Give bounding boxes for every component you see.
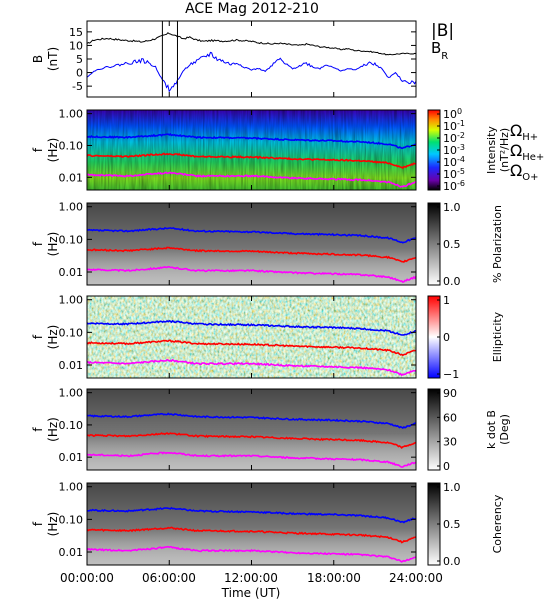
y-axis-unit: (Hz) [46,232,60,257]
colorbar-tick-label: 0 [443,331,450,344]
legend-label: ΩH+ [510,121,538,143]
gyrofrequency-He+ [86,526,417,544]
y-tick-label: 10 [69,39,83,52]
gyrofrequency-O+ [86,451,417,468]
spectrogram-texture [87,110,416,190]
y-tick-label: 0.10 [59,419,84,432]
colorbar-label: k dot B [485,410,498,449]
y-tick-label: 1.00 [59,201,84,214]
panel-polarization: 1.00 0.10 0.01 f (Hz) 1.0 0.5 0.0 % Polarization [31,201,504,288]
colorbar [427,388,441,471]
gyrofrequency-O+ [86,171,417,188]
panel-kdotb: 1.00 0.10 0.01 f (Hz) 90 60 30 0 k dot B (Deg) [31,387,511,473]
y-axis-unit: (nT) [46,47,60,71]
x-tick-label: 06:00:00 [142,571,196,585]
y-axis-unit: (Hz) [46,325,60,350]
gyrofrequency-O+ [87,358,417,377]
colorbar-label: Coherency [491,494,504,553]
series-line [86,51,417,93]
y-tick-label: 0.10 [59,139,84,152]
colorbar-tick-label: 1 [443,294,450,307]
y-tick-label: -5 [72,80,83,93]
gyrofrequency-H+ [86,319,417,336]
y-axis-label: B [31,55,45,63]
panel-ellipticity: 1.00 0.10 0.01 f (Hz) 1 0 −1 Ellipticity [31,294,504,381]
spectrogram-texture [87,296,416,378]
y-tick-label: 1.00 [59,294,84,307]
gyrofrequency-He+ [86,339,417,357]
panel-coherency: 1.00 0.10 0.01 f (Hz) 1.0 0.5 0.0 Coherency [31,481,504,568]
x-tick-label: 00:00:00 [60,571,114,585]
colorbar-unit: (nT²/Hz) [498,128,511,172]
y-axis-label: f [31,334,45,339]
colorbar-tick-label: 60 [443,411,457,424]
x-tick-label: 12:00:00 [224,571,278,585]
y-axis-label: f [31,147,45,152]
y-tick-label: 0.01 [59,171,84,184]
colorbar-label: Ellipticity [491,311,504,362]
y-axis-label: f [31,521,45,526]
y-axis-unit: (Hz) [46,138,60,163]
plot-frame [86,20,417,98]
gyrofrequency-H+ [86,132,417,150]
y-axis-label: f [31,427,45,432]
y-tick-label: 5 [76,53,83,66]
y-tick-label: 0 [76,67,83,80]
chart-title: ACE Mag 2012-210 [185,1,319,17]
colorbar-tick-label: 1.0 [443,201,461,214]
gyrofrequency-H+ [86,506,417,524]
y-tick-label: 1.00 [59,387,84,400]
y-axis-unit: (Hz) [46,512,60,537]
y-tick-label: 1.00 [59,481,84,494]
colorbar-tick-label: 0.0 [443,275,461,288]
y-axis-unit: (Hz) [46,417,60,442]
legend-label: ΩO+ [510,161,538,183]
y-tick-label: 15 [69,26,83,39]
y-tick-label: 0.01 [59,546,84,559]
spectrogram-shade [87,389,416,470]
gyrofrequency-O+ [86,265,417,283]
colorbar-label: Intensity [485,126,498,174]
x-axis-label: Time (UT) [221,586,281,600]
y-axis-label: f [31,241,45,246]
colorbar-label: % Polarization [491,205,504,283]
colorbar-unit: (Deg) [498,414,511,445]
colorbar-tick-label: 0.5 [443,518,461,531]
y-tick-label: 1.00 [59,108,84,121]
colorbar-tick-label: 0 [443,460,450,473]
spectrogram-shade [87,483,416,565]
colorbar-tick-label: 90 [443,387,457,400]
panel-intensity: 1.000.100.01f (Hz)10010-110-210-310-410-5… [31,107,544,193]
legend-label: ΩHe+ [510,141,544,163]
y-tick-label: 0.10 [59,233,84,246]
gyrofrequency-H+ [86,226,417,244]
series-line [86,32,417,56]
colorbar-tick-label: 1.0 [443,481,461,494]
colorbar-tick-label: −1 [443,368,459,381]
y-tick-label: 0.01 [59,266,84,279]
legend-label: BR [431,39,448,62]
gyrofrequency-He+ [86,432,417,450]
colorbar-tick-label: 10-6 [443,179,465,193]
y-tick-label: 0.01 [59,359,84,372]
x-axis: 00:00:00 06:00:00 12:00:00 18:00:00 24:0… [60,571,443,600]
y-tick-label: 0.10 [59,513,84,526]
colorbar-tick-label: 0.5 [443,238,461,251]
y-tick-label: 0.01 [59,451,84,464]
colorbar-tick-label: 0.0 [443,555,461,568]
gyrofrequency-He+ [86,152,417,170]
x-tick-label: 18:00:00 [307,571,361,585]
x-tick-label: 24:00:00 [389,571,443,585]
legend-label: |B| [431,21,454,41]
y-tick-label: 0.10 [59,326,84,339]
spectrogram-shade [87,203,416,285]
gyrofrequency-O+ [86,545,417,563]
colorbar-tick-label: 30 [443,436,457,449]
gyrofrequency-He+ [86,246,417,263]
gyrofrequency-H+ [86,412,417,430]
